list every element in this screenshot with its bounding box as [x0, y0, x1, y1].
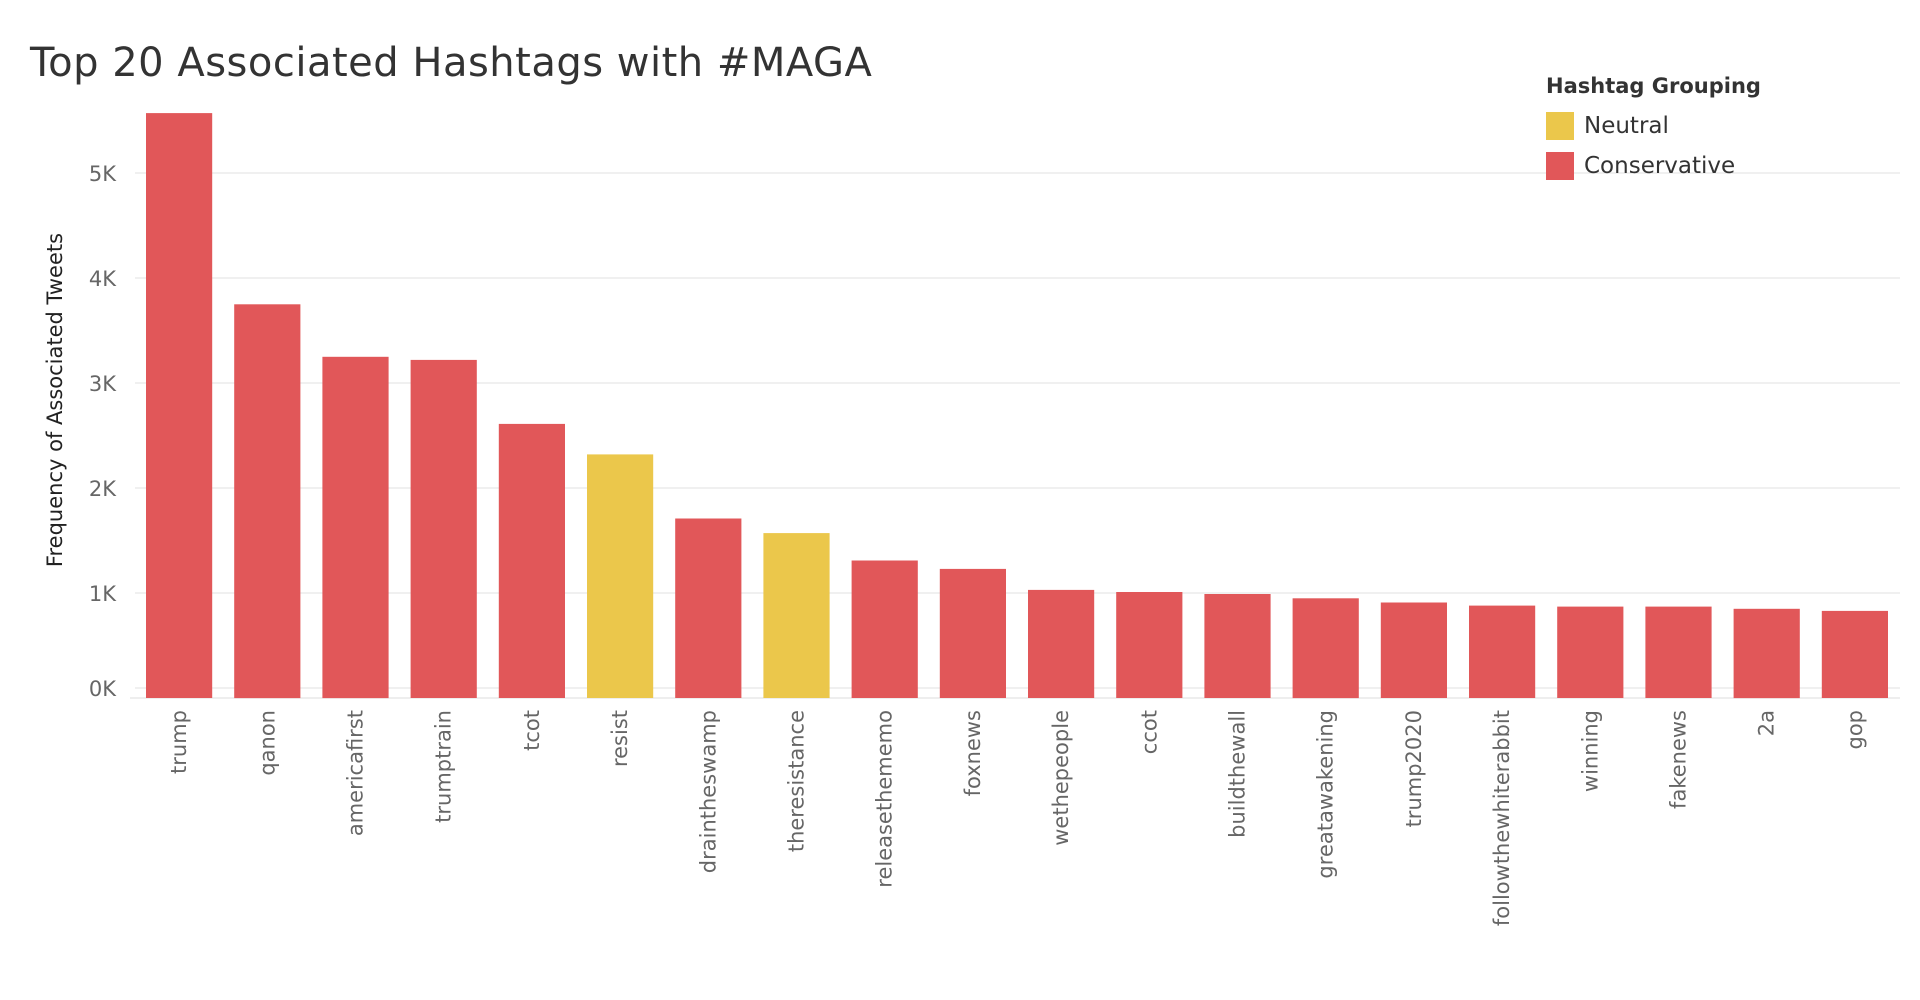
- bar-trump2020[interactable]: [1380, 602, 1447, 699]
- y-tick-label: 4K: [89, 267, 117, 291]
- bar-ccot[interactable]: [1116, 592, 1183, 698]
- legend: Hashtag Grouping Neutral Conservative: [1546, 74, 1761, 186]
- x-tick-label: followthewhiterabbit: [1490, 710, 1514, 926]
- legend-label-conservative: Conservative: [1584, 153, 1736, 179]
- legend-item-conservative[interactable]: Conservative: [1546, 146, 1761, 186]
- legend-item-neutral[interactable]: Neutral: [1546, 106, 1761, 146]
- bar-releasethememo[interactable]: [851, 560, 918, 699]
- bar-resist[interactable]: [587, 454, 654, 698]
- bar-winning[interactable]: [1557, 606, 1624, 698]
- x-tick-label: greatawakening: [1314, 710, 1338, 879]
- y-tick-label: 5K: [89, 162, 117, 186]
- y-tick-label: 2K: [89, 477, 117, 501]
- x-tick-label: trumptrain: [432, 710, 456, 823]
- x-tick-label: foxnews: [961, 710, 985, 796]
- bar-trump[interactable]: [146, 113, 213, 699]
- x-axis-ticks: trump qanon americafirst trumptrain tcot resi…: [167, 710, 1867, 926]
- x-tick-label: winning: [1578, 710, 1602, 792]
- x-tick-label: 2a: [1755, 710, 1779, 736]
- y-tick-label: 0K: [89, 677, 117, 701]
- x-tick-label: draintheswamp: [696, 710, 720, 873]
- bar-fakenews[interactable]: [1645, 606, 1712, 698]
- x-tick-label: fakenews: [1667, 710, 1691, 809]
- bar-gop[interactable]: [1821, 610, 1888, 698]
- bar-theresistance[interactable]: [763, 533, 830, 698]
- chart-title: Top 20 Associated Hashtags with #MAGA: [30, 40, 873, 86]
- gridlines: [130, 172, 1900, 699]
- bar-buildthewall[interactable]: [1204, 594, 1271, 698]
- bar-qanon[interactable]: [234, 304, 301, 699]
- bars: [146, 113, 1888, 699]
- x-tick-label: qanon: [255, 710, 279, 776]
- x-tick-label: gop: [1843, 710, 1867, 750]
- x-tick-label: wethepeople: [1049, 710, 1073, 846]
- bar-foxnews[interactable]: [939, 568, 1006, 698]
- x-tick-label: theresistance: [785, 710, 809, 852]
- legend-swatch-neutral: [1546, 112, 1574, 140]
- x-tick-label: releasethememo: [873, 710, 897, 888]
- bar-trumptrain[interactable]: [410, 359, 477, 698]
- bar-tcot[interactable]: [498, 423, 565, 698]
- bar-wethepeople[interactable]: [1028, 589, 1095, 698]
- bar-2a[interactable]: [1733, 608, 1800, 699]
- bar-americafirst[interactable]: [322, 356, 389, 699]
- y-tick-label: 3K: [89, 372, 117, 396]
- x-tick-label: resist: [608, 710, 632, 767]
- x-tick-label: ccot: [1137, 710, 1161, 754]
- y-tick-label: 1K: [89, 582, 117, 606]
- y-axis-label: Frequency of Associated Tweets: [43, 233, 67, 567]
- x-tick-label: trump: [167, 710, 191, 774]
- legend-title: Hashtag Grouping: [1546, 74, 1761, 98]
- legend-label-neutral: Neutral: [1584, 113, 1669, 139]
- x-tick-label: trump2020: [1402, 710, 1426, 827]
- x-tick-label: tcot: [520, 710, 544, 751]
- x-tick-label: buildthewall: [1226, 710, 1250, 838]
- legend-swatch-conservative: [1546, 152, 1574, 180]
- bar-draintheswamp[interactable]: [675, 518, 742, 699]
- y-axis-ticks: 0K 1K 2K 3K 4K 5K: [89, 162, 117, 701]
- bar-followthewhiterabbit[interactable]: [1469, 605, 1536, 698]
- bar-greatawakening[interactable]: [1292, 598, 1359, 699]
- x-tick-label: americafirst: [344, 710, 368, 836]
